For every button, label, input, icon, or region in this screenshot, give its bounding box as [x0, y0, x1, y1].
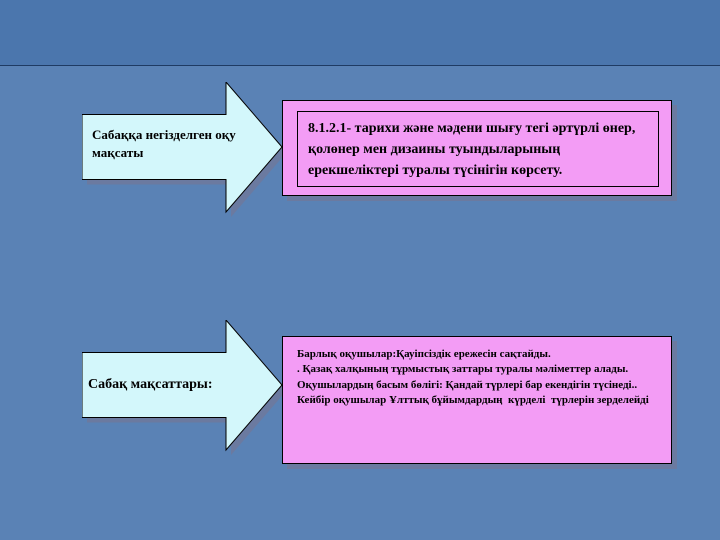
content-box-2: Барлық оқушылар:Қауіпсіздік ережесін сақ… [282, 336, 672, 464]
arrow-label-1: Сабаққа негізделген оқу мақсаты [92, 126, 242, 161]
content-box-1: 8.1.2.1- тарихи және мәдени шығу тегі әр… [282, 100, 672, 196]
arrow-block-1: Сабаққа негізделген оқу мақсаты [82, 82, 282, 212]
content-text-1: 8.1.2.1- тарихи және мәдени шығу тегі әр… [297, 111, 659, 187]
slide-header [0, 0, 720, 66]
arrow-label-2: Сабақ мақсаттары: [88, 376, 248, 395]
arrow-block-2: Сабақ мақсаттары: [82, 320, 282, 450]
content-text-2: Барлық оқушылар:Қауіпсіздік ережесін сақ… [283, 337, 673, 465]
